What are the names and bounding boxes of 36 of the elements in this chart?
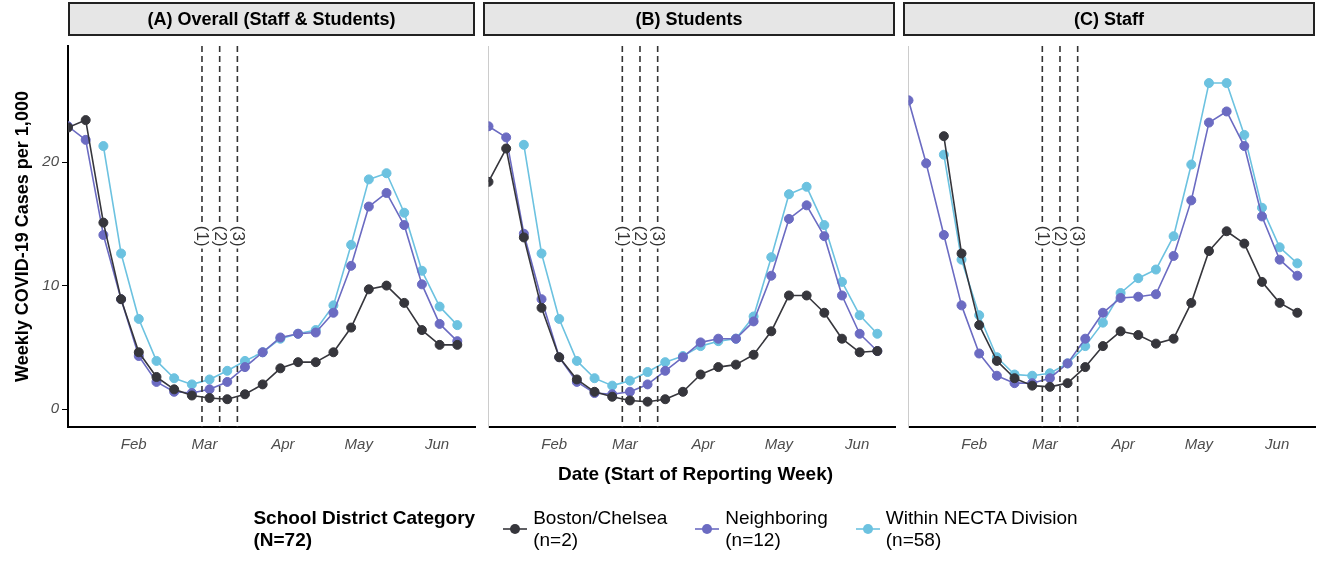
x-tick-label: May <box>1184 435 1215 453</box>
y-tick-label: 10 <box>42 275 60 293</box>
chart-title: (B) Students <box>483 2 895 36</box>
ref-line-label: (2) <box>210 225 230 247</box>
ref-line-label: (3) <box>648 225 668 247</box>
x-tick-label: Jun <box>1264 435 1290 453</box>
legend-label: Neighboring (n=12) <box>725 507 828 551</box>
y-tick-label: 20 <box>41 152 60 170</box>
ref-line-label: (1) <box>193 225 213 247</box>
ref-line-label: (3) <box>1068 225 1088 247</box>
x-axis-title: Date (Start of Reporting Week) <box>556 463 835 485</box>
ref-line-label: (1) <box>1033 225 1053 247</box>
x-tick-label: Jun <box>423 435 450 453</box>
legend-label: Boston/Chelsea (n=2) <box>533 507 668 551</box>
x-tick-label: May <box>344 435 375 453</box>
x-tick-label: Jun <box>844 435 870 453</box>
ref-line-label: (2) <box>631 225 651 247</box>
ref-line-label: (2) <box>1051 225 1071 247</box>
x-tick-label: Mar <box>611 435 639 453</box>
ref-line-label: (1) <box>613 225 633 247</box>
x-tick-label: Mar <box>1031 435 1059 453</box>
legend-title: School District Category (N=72) <box>253 507 476 551</box>
ref-line-label: (3) <box>228 225 248 247</box>
y-axis-title: Weekly COVID-19 Cases per 1,000 <box>11 91 32 382</box>
chart-title: (C) Staff <box>903 2 1315 36</box>
x-tick-label: Mar <box>191 435 219 453</box>
y-tick-label: 0 <box>50 399 60 417</box>
x-tick-label: Apr <box>690 435 716 453</box>
x-tick-label: Apr <box>1110 435 1136 453</box>
x-tick-label: Feb <box>961 435 988 453</box>
x-tick-label: Apr <box>270 435 296 453</box>
x-tick-label: Feb <box>541 435 568 453</box>
chart-title: (A) Overall (Staff & Students) <box>68 2 475 36</box>
legend-label: Within NECTA Division (n=58) <box>885 507 1078 551</box>
x-tick-label: May <box>764 435 795 453</box>
x-tick-label: Feb <box>120 435 147 453</box>
